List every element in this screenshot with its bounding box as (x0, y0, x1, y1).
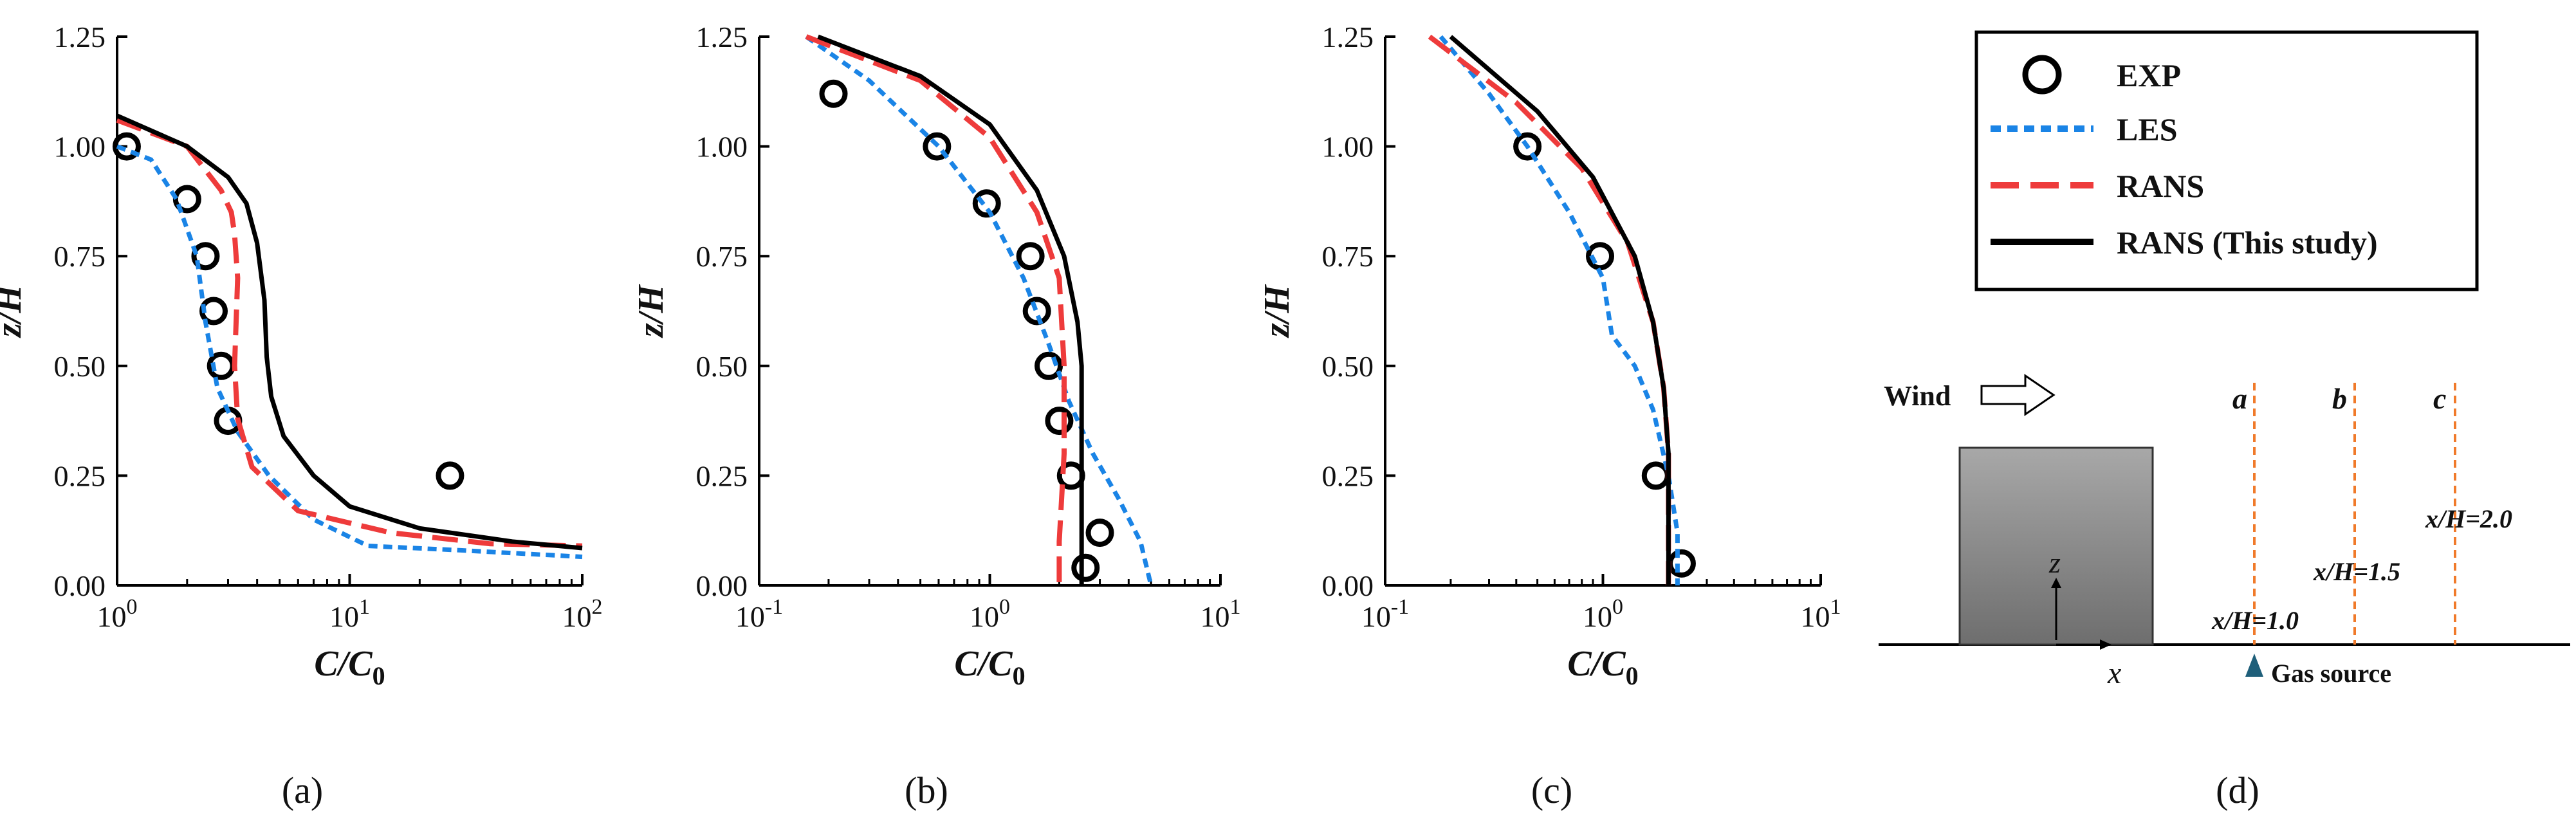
position-label-1: x/H=1.0 (2211, 606, 2299, 635)
x-axis-label: x (2107, 656, 2121, 690)
position-label-3: x/H=2.0 (2425, 504, 2512, 533)
y-tick-label: 0.50 (696, 350, 748, 383)
y-tick-label: 0.50 (1322, 350, 1374, 383)
exp-point (191, 242, 220, 271)
y-tick-label: 0.00 (54, 569, 106, 602)
legend-label-rans-study: RANS (This study) (2117, 225, 2378, 261)
z-arrow-head-icon (2051, 578, 2061, 588)
x-tick-label: 100 (1583, 595, 1623, 633)
x-tick-label: 100 (97, 595, 138, 633)
setup-diagram: Wind z x a b c x/H=1.0 x/H=1.5 x/H=2.0 G… (1879, 374, 2570, 690)
legend: EXP LES RANS RANS (This study) (1974, 30, 2479, 291)
exp-point (1022, 297, 1051, 326)
legend-label-les: LES (2117, 111, 2178, 147)
x-tick-label: 101 (1801, 595, 1841, 633)
exp-point (112, 132, 141, 161)
rans-series-line (805, 34, 1067, 585)
exp-point (819, 79, 848, 108)
gas-source-label: Gas source (2271, 659, 2391, 688)
y-tick-label: 0.00 (1322, 569, 1374, 602)
probe-label-b: b (2332, 382, 2347, 415)
chart-panel-c: 0.00 0.25 0.50 0.75 1.00 1.25 10-1 100 101 C/C0 z/… (1257, 21, 1841, 690)
wind-label: Wind (1884, 380, 1951, 412)
y-axis-title: z/H (1257, 284, 1297, 338)
y-tick-label: 0.25 (1322, 459, 1374, 492)
x-tick-label: 101 (329, 595, 370, 633)
y-tick-label: 1.25 (696, 21, 748, 53)
exp-point (1641, 461, 1670, 490)
position-label-2: x/H=1.5 (2313, 557, 2400, 586)
legend-label-exp: EXP (2117, 57, 2181, 93)
exp-point (1035, 351, 1063, 380)
panel-label-d: (d) (2216, 769, 2259, 811)
x-arrow-head-icon (2100, 639, 2111, 650)
y-tick-label: 1.00 (696, 131, 748, 163)
x-tick-label: 102 (562, 595, 603, 633)
gas-source-icon (2245, 654, 2263, 677)
x-tick-label: 100 (970, 595, 1010, 633)
chart-panel-a: 0.00 0.25 0.50 0.75 1.00 1.25 100 101 102 C/C0 z/H (0, 21, 603, 690)
wind-arrow-icon (1980, 374, 2056, 416)
y-tick-label: 0.00 (696, 569, 748, 602)
panel-label-c: (c) (1531, 769, 1572, 811)
y-tick-label: 1.25 (1322, 21, 1374, 53)
y-tick-label: 1.25 (54, 21, 106, 53)
x-axis-title: C/C0 (954, 644, 1025, 690)
x-tick-label: 101 (1201, 595, 1241, 633)
rans-this-study-series-line (1449, 35, 1671, 585)
y-tick-label: 0.75 (1322, 240, 1374, 273)
y-axis-title: z/H (0, 284, 29, 338)
probe-label-a: a (2232, 382, 2247, 415)
x-axis-title: C/C0 (314, 644, 385, 690)
exp-point (972, 189, 1001, 218)
les-series-line (1439, 35, 1680, 585)
y-tick-label: 0.25 (54, 459, 106, 492)
exp-point (1016, 242, 1045, 271)
panel-label-b: (b) (905, 769, 948, 811)
exp-point (923, 132, 952, 161)
y-tick-label: 1.00 (54, 131, 106, 163)
legend-exp-marker (2022, 55, 2062, 95)
panel-label-a: (a) (282, 769, 323, 811)
exp-point (1071, 553, 1100, 582)
y-tick-label: 1.00 (1322, 131, 1374, 163)
y-tick-label: 0.75 (54, 240, 106, 273)
exp-point (1513, 132, 1542, 161)
exp-point (1667, 549, 1696, 578)
y-tick-label: 0.25 (696, 459, 748, 492)
y-tick-label: 0.50 (54, 350, 106, 383)
chart-panel-b: 0.00 0.25 0.50 0.75 1.00 1.25 10-1 100 101 C/C0 z/… (631, 21, 1241, 690)
y-axis-title: z/H (631, 284, 671, 338)
exp-point (436, 461, 465, 490)
probe-label-c: c (2433, 382, 2446, 415)
x-tick-label: 10-1 (1361, 595, 1409, 633)
rans-this-study-series-line (116, 113, 583, 551)
y-tick-label: 0.75 (696, 240, 748, 273)
x-tick-label: 10-1 (735, 595, 783, 633)
exp-point (1045, 407, 1074, 436)
rans-series-line (116, 117, 583, 549)
legend-label-rans: RANS (2117, 168, 2204, 204)
x-axis-title: C/C0 (1567, 644, 1638, 690)
rans-this-study-series-line (817, 34, 1084, 585)
z-axis-label: z (2048, 546, 2061, 579)
les-series-line (805, 35, 1154, 586)
exp-point (1085, 519, 1114, 547)
rans-series-line (1428, 34, 1671, 585)
les-series-line (116, 144, 583, 560)
